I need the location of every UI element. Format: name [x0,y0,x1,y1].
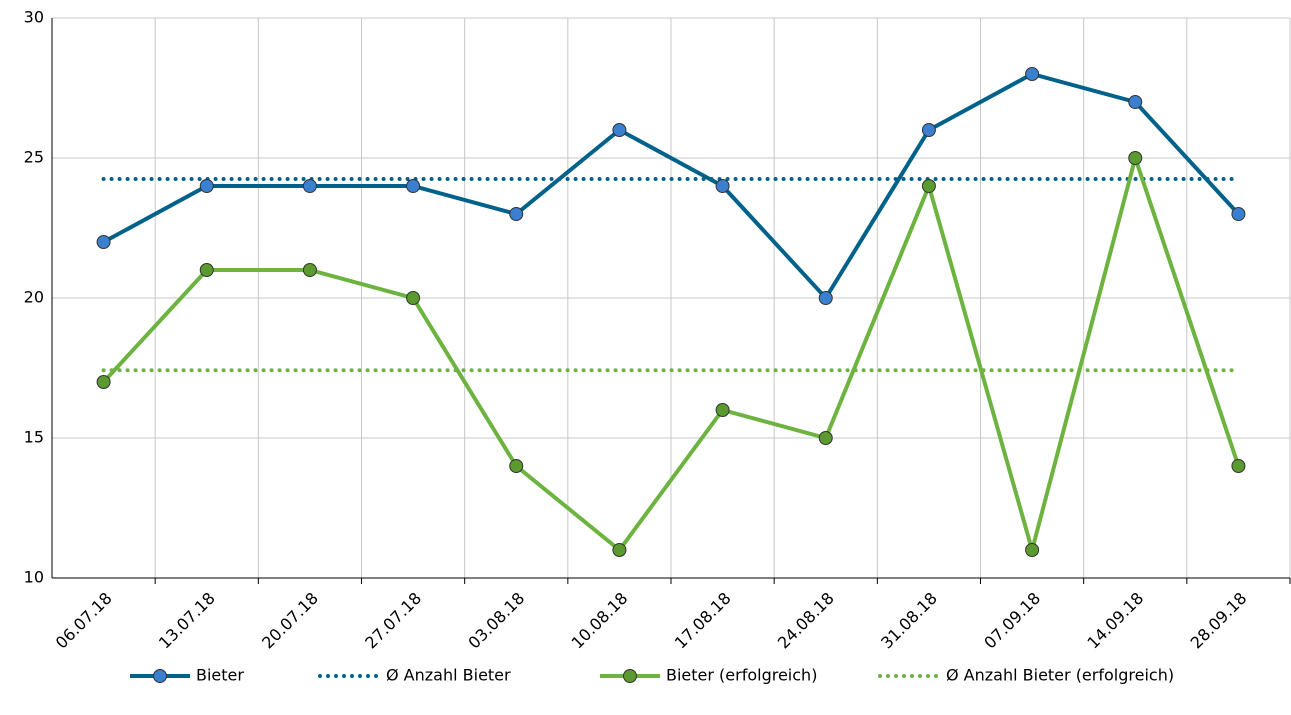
marker [199,179,214,193]
marker [921,123,936,137]
legend-marker [623,669,637,683]
x-tick-label: 14.09.18 [1083,589,1147,653]
y-tick-label: 15 [24,428,44,447]
x-tick-label: 06.07.18 [52,589,116,653]
marker [509,459,524,473]
marker [921,179,936,193]
marker [715,403,730,417]
marker [199,263,214,277]
x-tick-label: 03.08.18 [464,589,528,653]
legend-label: Bieter [196,666,244,685]
marker [818,291,833,305]
marker [1231,207,1246,221]
marker [406,291,421,305]
marker [406,179,421,193]
x-tick-label: 07.09.18 [980,589,1044,653]
legend-label: Ø Anzahl Bieter (erfolgreich) [946,666,1174,685]
x-tick-label: 20.07.18 [258,589,322,653]
y-tick-label: 10 [24,568,44,587]
y-tick-label: 20 [24,288,44,307]
x-tick-label: 10.08.18 [568,589,632,653]
y-tick-label: 25 [24,148,44,167]
series-line [102,71,1240,302]
x-tick-label: 27.07.18 [361,589,425,653]
marker [96,235,111,249]
x-tick-label: 17.08.18 [671,589,735,653]
marker [96,375,111,389]
marker [1128,151,1143,165]
marker [509,207,524,221]
marker [302,263,317,277]
legend-label: Ø Anzahl Bieter [386,666,511,685]
marker [1231,459,1246,473]
x-tick-label: 24.08.18 [774,589,838,653]
marker [1025,67,1040,81]
x-tick-label: 28.09.18 [1187,589,1251,653]
legend-label: Bieter (erfolgreich) [666,666,817,685]
marker [612,123,627,137]
marker [1025,543,1040,557]
marker [302,179,317,193]
legend-marker [153,669,167,683]
y-tick-label: 30 [24,8,44,27]
series-line [102,151,1241,558]
marker [612,543,627,557]
marker [715,179,730,193]
marker [1128,95,1143,109]
marker [818,431,833,445]
x-tick-label: 31.08.18 [877,589,941,653]
x-tick-label: 13.07.18 [155,589,219,653]
